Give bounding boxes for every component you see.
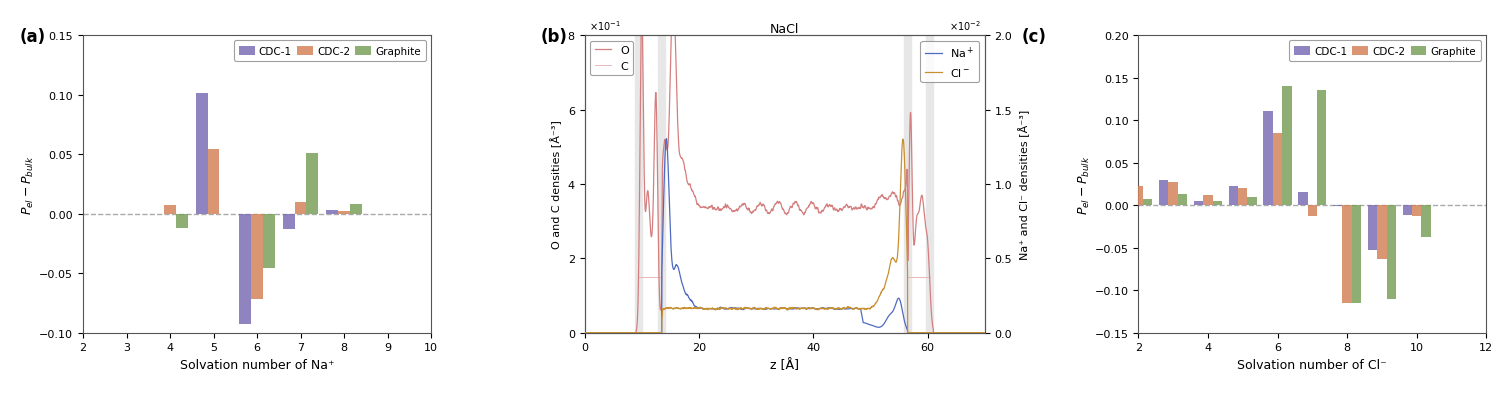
Bar <box>1272 134 1283 206</box>
Bar <box>1263 111 1272 206</box>
Na$^+$ <box>658 137 676 142</box>
Bar <box>1213 201 1222 206</box>
Bar <box>164 206 177 214</box>
Cl$^-$ <box>644 330 662 335</box>
O <box>575 330 593 335</box>
Cl$^-$ <box>976 330 994 335</box>
Legend: O, C: O, C <box>590 42 634 76</box>
Text: (b): (b) <box>540 28 567 46</box>
Y-axis label: O and C densities [Å⁻³]: O and C densities [Å⁻³] <box>551 120 563 249</box>
Bar <box>326 211 338 214</box>
Cl$^-$ <box>575 330 593 335</box>
Bar <box>1378 206 1387 259</box>
C <box>650 275 668 279</box>
Bar <box>350 205 362 214</box>
O <box>729 207 747 212</box>
Bar <box>263 214 275 269</box>
O <box>925 330 943 335</box>
Na$^+$ <box>575 330 593 335</box>
X-axis label: z [Å]: z [Å] <box>770 358 800 371</box>
Na$^+$ <box>976 330 994 335</box>
Na$^+$ <box>644 330 662 335</box>
Bar <box>282 214 294 229</box>
Bar <box>1332 206 1343 207</box>
Bar <box>1142 200 1153 206</box>
Text: (a): (a) <box>20 28 45 46</box>
C <box>634 275 652 279</box>
Bar <box>306 154 318 214</box>
Bar <box>1228 186 1237 206</box>
Bar <box>1194 201 1203 206</box>
Legend: Na$^+$, Cl$^-$: Na$^+$, Cl$^-$ <box>920 42 979 83</box>
Bar <box>1179 194 1188 206</box>
O <box>747 208 765 213</box>
Y-axis label: $P_{el} - P_{bulk}$: $P_{el} - P_{bulk}$ <box>21 155 36 214</box>
Bar <box>1124 204 1133 206</box>
Cl$^-$ <box>893 138 911 142</box>
Y-axis label: Na⁺ and Cl⁻ densities [Å⁻³]: Na⁺ and Cl⁻ densities [Å⁻³] <box>1019 109 1029 259</box>
Bar <box>1308 206 1317 217</box>
O <box>644 164 662 168</box>
Bar <box>1412 206 1421 217</box>
Y-axis label: $P_{el} - P_{bulk}$: $P_{el} - P_{bulk}$ <box>1077 155 1093 214</box>
Bar <box>1298 193 1308 206</box>
Bar <box>1367 206 1378 251</box>
Bar <box>1352 206 1361 303</box>
Na$^+$ <box>747 307 765 312</box>
Bar <box>1133 187 1142 206</box>
Bar <box>240 214 250 324</box>
C <box>646 275 664 279</box>
Bar <box>1237 189 1248 206</box>
X-axis label: Solvation number of Na⁺: Solvation number of Na⁺ <box>180 358 335 371</box>
Na$^+$ <box>925 330 943 335</box>
C <box>629 275 647 279</box>
Cl$^-$ <box>925 330 943 335</box>
X-axis label: Solvation number of Cl⁻: Solvation number of Cl⁻ <box>1237 358 1387 371</box>
Bar <box>1317 91 1326 206</box>
Bar <box>1283 87 1292 206</box>
C <box>649 275 667 279</box>
Na$^+$ <box>967 330 985 335</box>
Line: Cl$^-$: Cl$^-$ <box>584 140 985 333</box>
Bar <box>177 214 187 229</box>
Cl$^-$ <box>622 330 640 335</box>
Bar <box>1159 180 1168 206</box>
C <box>644 275 662 279</box>
Bar <box>1421 206 1431 238</box>
O <box>976 330 994 335</box>
Bar <box>196 94 208 214</box>
Bar <box>294 202 306 214</box>
Cl$^-$ <box>729 307 747 312</box>
Bar <box>208 150 219 214</box>
C <box>652 275 670 279</box>
Legend: CDC-1, CDC-2, Graphite: CDC-1, CDC-2, Graphite <box>234 41 426 62</box>
Bar <box>1403 206 1412 216</box>
O <box>967 330 985 335</box>
Text: $\times10^{-2}$: $\times10^{-2}$ <box>949 19 981 33</box>
Title: NaCl: NaCl <box>770 23 800 36</box>
Cl$^-$ <box>967 330 985 335</box>
Text: $\times10^{-1}$: $\times10^{-1}$ <box>589 19 620 33</box>
Bar <box>1343 206 1352 303</box>
Bar <box>338 212 350 214</box>
Bar <box>1248 197 1257 206</box>
Bar <box>1203 195 1213 206</box>
C <box>643 275 661 279</box>
Line: Na$^+$: Na$^+$ <box>584 139 985 333</box>
Legend: CDC-1, CDC-2, Graphite: CDC-1, CDC-2, Graphite <box>1289 41 1482 62</box>
Bar <box>250 214 263 300</box>
Cl$^-$ <box>747 306 765 311</box>
Text: (c): (c) <box>1022 28 1046 46</box>
O <box>622 330 640 335</box>
Bar <box>1168 183 1179 206</box>
Na$^+$ <box>729 306 747 311</box>
Bar <box>1387 206 1396 299</box>
Line: O: O <box>584 0 985 333</box>
Na$^+$ <box>622 330 640 335</box>
